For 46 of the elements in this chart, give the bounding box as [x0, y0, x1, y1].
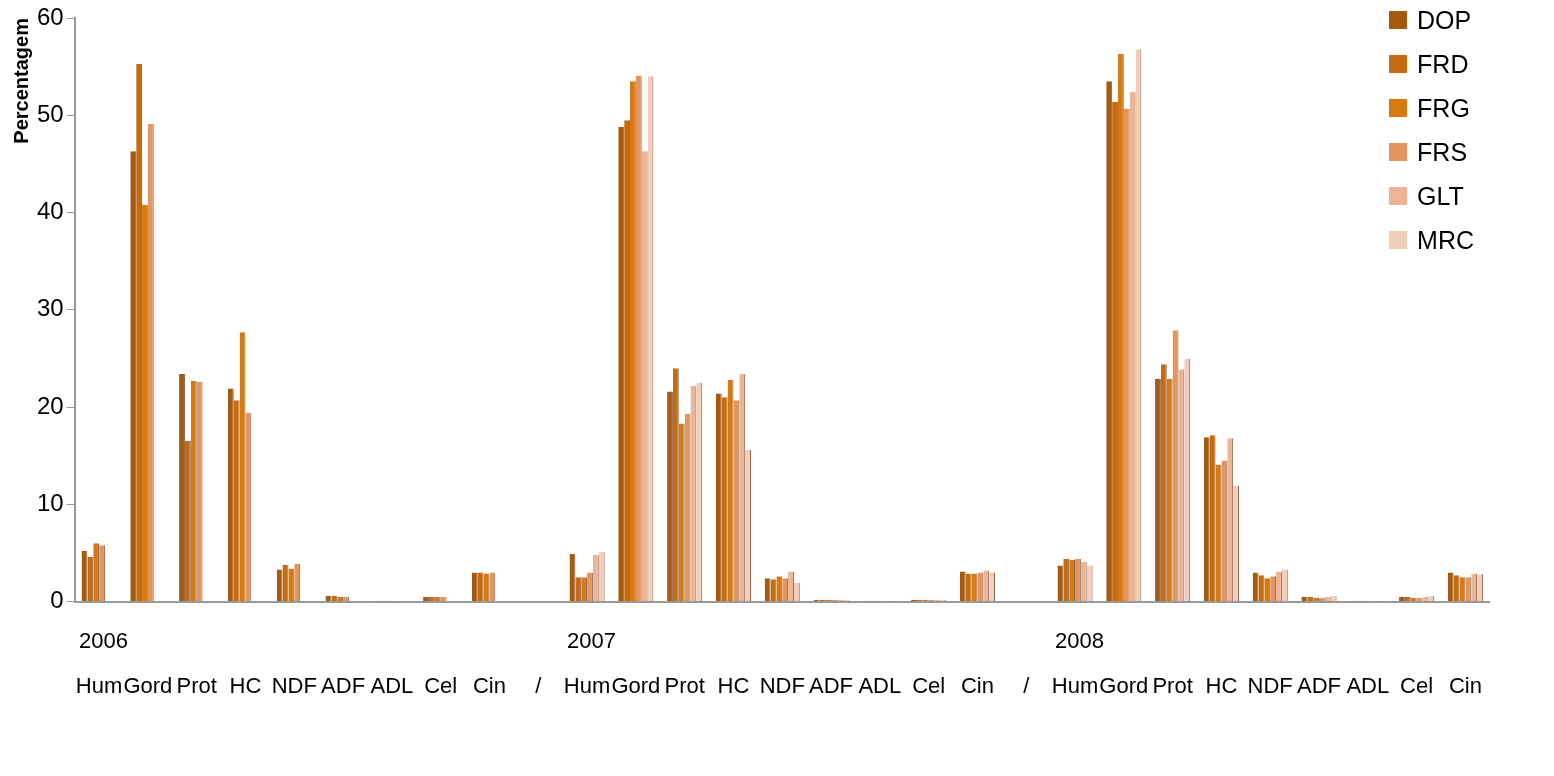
y-tick-label: 40	[36, 197, 64, 225]
text: 2006	[79, 627, 129, 653]
y-tick-label: 50	[36, 99, 64, 127]
x-tick-label: NDF	[271, 672, 317, 698]
x-tick-label: Cin	[1448, 672, 1482, 698]
x-tick-label: Cin	[472, 672, 506, 698]
x-tick-label: ADF	[809, 672, 854, 698]
y-tick-label: 30	[36, 294, 64, 322]
x-tick-label: Gord	[1099, 672, 1149, 698]
y-tick-label: 0	[50, 586, 64, 614]
text: 2007	[567, 627, 617, 653]
text: 2008	[1055, 627, 1104, 653]
legend-label: MRC	[1417, 225, 1474, 255]
x-tick-label: NDF	[1247, 672, 1293, 698]
x-tick-label: Cel	[912, 672, 946, 698]
x-tick-label: ADL	[1346, 672, 1390, 698]
y-tick-label: 60	[36, 2, 64, 30]
x-tick-label: Hum	[563, 672, 611, 698]
legend-label: GLT	[1417, 181, 1464, 211]
x-tick-label: HC	[1205, 672, 1238, 698]
y-axis-title: Percentagem	[9, 18, 32, 144]
y-tick-label: 20	[36, 391, 64, 419]
x-tick-label: ADL	[858, 672, 902, 698]
x-tick-label: Prot	[664, 672, 705, 698]
x-tick-label: Gord	[611, 672, 661, 698]
y-tick-label: 10	[36, 488, 64, 516]
x-tick-label: Hum	[75, 672, 123, 698]
legend-label: FRD	[1417, 49, 1469, 79]
x-tick-label: HC	[717, 672, 750, 698]
x-tick-label: Cel	[424, 672, 458, 698]
x-tick-label: Cin	[960, 672, 994, 698]
x-tick-label: Prot	[176, 672, 217, 698]
x-tick-label: Gord	[123, 672, 173, 698]
x-tick-label: ADL	[370, 672, 414, 698]
x-tick-label: HC	[229, 672, 262, 698]
x-tick-label: /	[535, 672, 543, 698]
x-tick-label: ADF	[321, 672, 366, 698]
legend-label: FRS	[1417, 137, 1468, 167]
x-tick-label: Prot	[1152, 672, 1193, 698]
x-tick-label: NDF	[759, 672, 805, 698]
x-tick-label: /	[1023, 672, 1031, 698]
legend-label: FRG	[1417, 93, 1470, 123]
x-tick-label: ADF	[1297, 672, 1341, 698]
legend-label: DOP	[1417, 5, 1472, 35]
x-tick-label: Cel	[1400, 672, 1434, 698]
x-tick-label: Hum	[1051, 672, 1099, 698]
